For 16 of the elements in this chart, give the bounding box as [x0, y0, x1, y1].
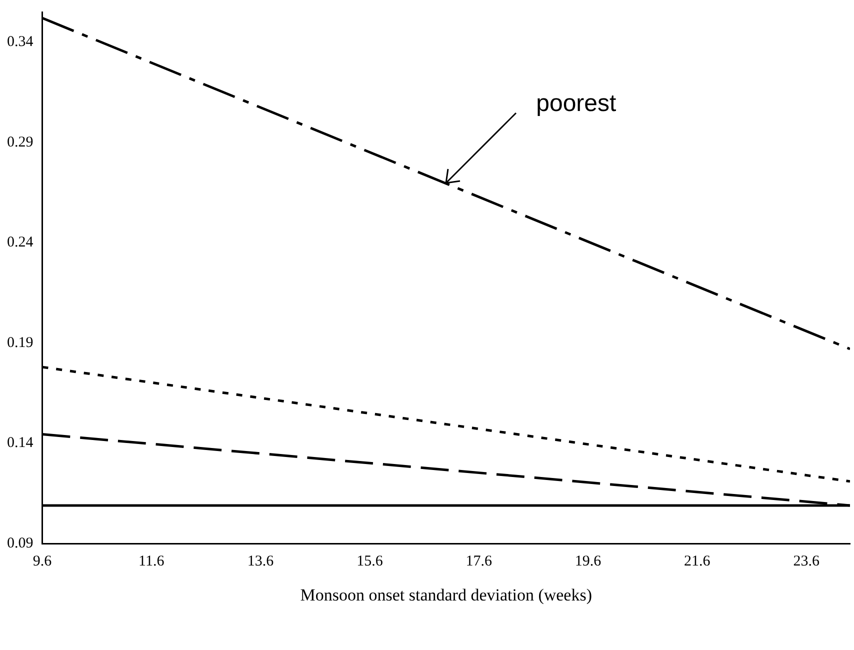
- y-tick-label: 0.24: [7, 234, 34, 251]
- y-tick-label: 0.09: [7, 536, 34, 552]
- x-tick-label: 13.6: [247, 554, 274, 570]
- x-tick-label: 21.6: [684, 554, 711, 570]
- y-tick-label: 0.34: [7, 34, 34, 50]
- x-tick-label: 17.6: [466, 554, 492, 570]
- x-tick-label: 9.6: [32, 554, 52, 570]
- y-tick-label: 0.19: [7, 334, 34, 351]
- x-tick-label: 11.6: [138, 554, 165, 570]
- annotation: poorest: [536, 90, 617, 118]
- x-tick-label: 15.6: [356, 554, 384, 570]
- x-tick-label: 23.6: [793, 554, 820, 570]
- y-tick-label: 0.29: [7, 134, 34, 150]
- x-axis-title: Monsoon onset standard deviation (weeks): [300, 585, 592, 604]
- y-tick-label: 0.14: [7, 435, 34, 452]
- x-tick-label: 19.6: [574, 554, 602, 570]
